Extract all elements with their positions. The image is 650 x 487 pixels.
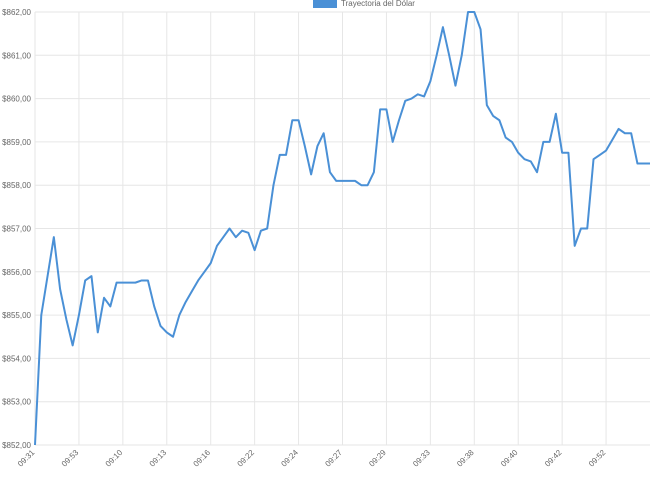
x-tick-label: 09:22 — [236, 448, 257, 469]
y-tick-label: $862,00 — [2, 8, 31, 17]
x-tick-label: 09:40 — [499, 448, 520, 469]
x-tick-label: 09:42 — [543, 448, 564, 469]
x-tick-label: 09:53 — [60, 448, 81, 469]
x-tick-label: 09:16 — [192, 448, 213, 469]
x-tick-label: 09:27 — [323, 448, 344, 469]
y-tick-label: $854,00 — [2, 354, 31, 363]
x-tick-label: 09:13 — [148, 448, 169, 469]
y-tick-label: $856,00 — [2, 268, 31, 277]
y-tick-label: $859,00 — [2, 138, 31, 147]
legend-label: Trayectoria del Dólar — [341, 0, 415, 8]
y-tick-label: $853,00 — [2, 398, 31, 407]
x-tick-label: 09:52 — [587, 448, 608, 469]
y-tick-label: $852,00 — [2, 441, 31, 450]
y-tick-label: $855,00 — [2, 311, 31, 320]
y-tick-label: $858,00 — [2, 181, 31, 190]
y-tick-label: $860,00 — [2, 95, 31, 104]
x-tick-label: 09:10 — [104, 448, 125, 469]
line-series — [34, 11, 650, 446]
x-tick-label: 09:29 — [367, 448, 388, 469]
x-tick-label: 09:38 — [455, 448, 476, 469]
legend-swatch — [313, 0, 337, 8]
x-tick-label: 09:33 — [411, 448, 432, 469]
y-tick-label: $861,00 — [2, 51, 31, 60]
y-tick-label: $857,00 — [2, 225, 31, 234]
x-tick-label: 09:24 — [279, 448, 300, 469]
x-tick-label: 09:31 — [16, 448, 37, 469]
